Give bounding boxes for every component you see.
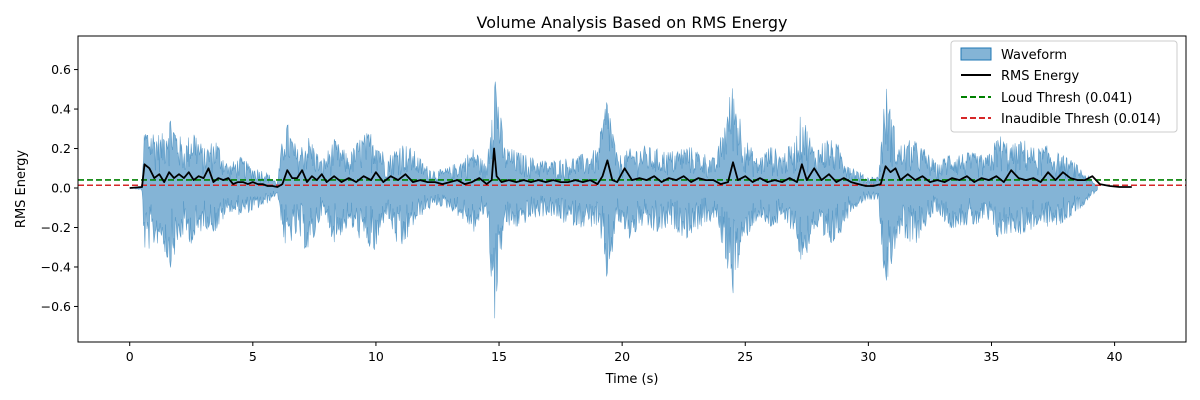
y-tick-label: −0.4 (41, 259, 71, 274)
plot-frame (77, 35, 1187, 343)
legend-swatch-waveform (960, 47, 992, 61)
x-tick-label: 0 (126, 349, 134, 364)
x-tick-label: 15 (491, 349, 507, 364)
chart-title: Volume Analysis Based on RMS Energy (477, 13, 788, 32)
legend-label-waveform: Waveform (1001, 48, 1067, 63)
y-tick-label: −0.2 (41, 220, 71, 235)
legend: Waveform RMS Energy Loud Thresh (0.041) … (950, 40, 1178, 133)
x-axis: 0 5 10 15 20 25 30 35 40 (126, 342, 1123, 364)
plot-area (77, 35, 1187, 343)
x-tick-label: 10 (368, 349, 384, 364)
legend-label-inaudible: Inaudible Thresh (0.014) (1001, 112, 1161, 127)
x-tick-label: 35 (984, 349, 1000, 364)
waveform-series (129, 81, 1098, 319)
x-tick-label: 20 (614, 349, 630, 364)
rms-energy-line (129, 147, 1132, 189)
y-tick-label: 0.0 (51, 181, 71, 196)
legend-label-rms: RMS Energy (1001, 69, 1079, 84)
y-tick-label: 0.2 (51, 141, 71, 156)
x-tick-label: 30 (860, 349, 876, 364)
x-tick-label: 25 (737, 349, 753, 364)
legend-box (950, 40, 1178, 133)
y-tick-label: 0.6 (51, 62, 71, 77)
y-tick-label: −0.6 (41, 299, 71, 314)
y-axis-label: RMS Energy (14, 150, 29, 228)
x-tick-label: 5 (249, 349, 257, 364)
y-axis: −0.6 −0.4 −0.2 0.0 0.2 0.4 0.6 (41, 62, 78, 314)
x-tick-label: 40 (1107, 349, 1123, 364)
x-axis-label: Time (s) (605, 372, 659, 387)
legend-label-loud: Loud Thresh (0.041) (1001, 91, 1132, 106)
y-tick-label: 0.4 (51, 102, 71, 117)
